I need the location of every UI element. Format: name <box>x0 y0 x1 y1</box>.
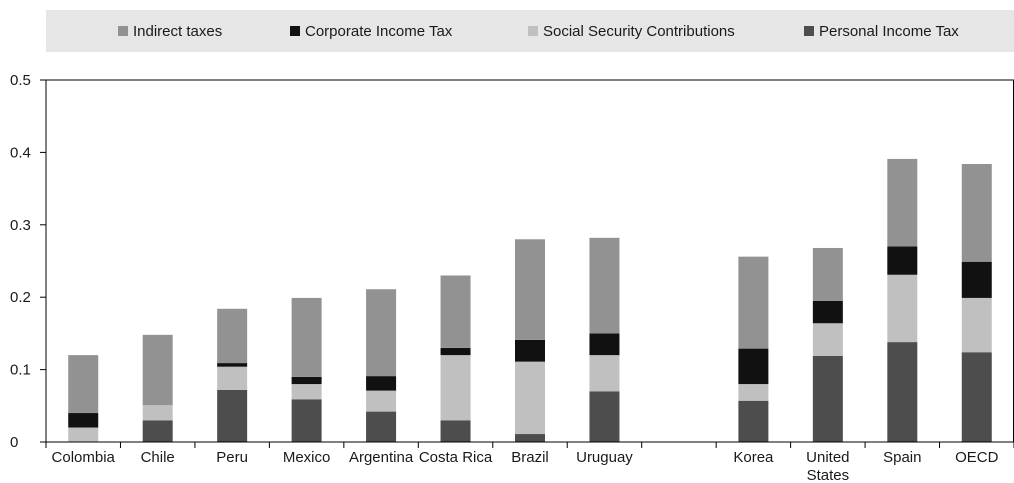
bar-corporate-income-tax-brazil <box>515 339 545 362</box>
bar-indirect-taxes-spain <box>887 158 918 247</box>
bar-corporate-income-tax-costa-rica <box>440 347 471 356</box>
bar-indirect-taxes-united-states <box>812 247 843 301</box>
bar-social-security-contributions-korea <box>738 384 769 401</box>
x-tick-label: OECD <box>955 449 999 466</box>
legend-swatch-social-security-contributions <box>528 26 538 36</box>
bar-social-security-contributions-argentina <box>366 390 397 412</box>
x-tick-label: Uruguay <box>576 449 633 466</box>
y-tick-label: 0.5 <box>10 72 31 89</box>
legend-label-social-security-contributions: Social Security Contributions <box>543 23 735 40</box>
y-tick-label: 0.2 <box>10 289 31 306</box>
legend: Indirect taxes Corporate Income Tax Social… <box>118 23 959 40</box>
bar-personal-income-tax-peru <box>217 389 248 442</box>
x-tick-label: Costa Rica <box>419 449 493 466</box>
bar-indirect-taxes-argentina <box>366 289 397 377</box>
bar-social-security-contributions-chile <box>142 405 173 421</box>
legend-label-personal-income-tax: Personal Income Tax <box>819 23 959 40</box>
bar-social-security-contributions-brazil <box>515 361 545 435</box>
bar-social-security-contributions-oecd <box>961 297 992 353</box>
bar-indirect-taxes-uruguay <box>589 237 620 334</box>
x-axis: Colombia Chile Peru Mexico Argentina Costa Ri… <box>45 442 1014 483</box>
x-tick-label: Brazil <box>511 449 549 466</box>
bars <box>68 158 992 442</box>
bar-corporate-income-tax-united-states <box>812 300 843 324</box>
bar-corporate-income-tax-mexico <box>291 376 322 385</box>
bar-corporate-income-tax-peru <box>217 363 248 367</box>
bar-indirect-taxes-chile <box>142 334 173 406</box>
bar-personal-income-tax-spain <box>887 342 918 442</box>
bar-personal-income-tax-chile <box>142 420 173 442</box>
bar-personal-income-tax-brazil <box>515 434 545 442</box>
y-tick-label: 0.3 <box>10 217 31 234</box>
bar-corporate-income-tax-colombia <box>68 413 99 428</box>
bar-personal-income-tax-mexico <box>291 399 322 442</box>
x-tick-label: Mexico <box>283 449 331 466</box>
bar-corporate-income-tax-oecd <box>961 261 992 298</box>
bar-indirect-taxes-peru <box>217 308 248 364</box>
bar-social-security-contributions-united-states <box>812 323 843 356</box>
x-tick-label: Peru <box>216 449 248 466</box>
bar-social-security-contributions-spain <box>887 274 918 343</box>
bar-corporate-income-tax-argentina <box>366 376 397 391</box>
legend-swatch-indirect-taxes <box>118 26 128 36</box>
bar-social-security-contributions-costa-rica <box>440 355 471 421</box>
x-tick-label: Colombia <box>52 449 116 466</box>
bar-personal-income-tax-korea <box>738 400 769 442</box>
bar-indirect-taxes-mexico <box>291 297 322 377</box>
bar-indirect-taxes-brazil <box>515 239 545 340</box>
bar-personal-income-tax-costa-rica <box>440 420 471 442</box>
bar-indirect-taxes-costa-rica <box>440 275 471 348</box>
y-axis: 0 0.1 0.2 0.3 0.4 0.5 <box>10 72 46 451</box>
x-tick-label: States <box>807 467 850 483</box>
bar-indirect-taxes-colombia <box>68 355 99 414</box>
x-tick-label: Chile <box>141 449 175 466</box>
bar-indirect-taxes-oecd <box>961 163 992 262</box>
bar-social-security-contributions-mexico <box>291 384 322 400</box>
bar-corporate-income-tax-korea <box>738 348 769 385</box>
bar-corporate-income-tax-spain <box>887 246 918 275</box>
x-tick-label: Spain <box>883 449 921 466</box>
bar-personal-income-tax-united-states <box>812 355 843 442</box>
x-tick-label: Korea <box>733 449 774 466</box>
bar-indirect-taxes-korea <box>738 256 769 349</box>
x-tick-label: Argentina <box>349 449 414 466</box>
legend-swatch-corporate-income-tax <box>290 26 300 36</box>
y-tick-label: 0.4 <box>10 144 31 161</box>
bar-personal-income-tax-argentina <box>366 411 397 442</box>
bar-personal-income-tax-oecd <box>961 352 992 442</box>
bar-social-security-contributions-uruguay <box>589 355 620 392</box>
bar-social-security-contributions-peru <box>217 366 248 390</box>
legend-swatch-personal-income-tax <box>804 26 814 36</box>
y-tick-label: 0 <box>10 434 18 451</box>
y-tick-label: 0.1 <box>10 362 31 379</box>
legend-label-indirect-taxes: Indirect taxes <box>133 23 222 40</box>
x-tick-label: United <box>806 449 849 466</box>
legend-label-corporate-income-tax: Corporate Income Tax <box>305 23 453 40</box>
bar-social-security-contributions-colombia <box>68 427 99 442</box>
bar-corporate-income-tax-uruguay <box>589 333 620 356</box>
bar-personal-income-tax-uruguay <box>589 391 620 442</box>
